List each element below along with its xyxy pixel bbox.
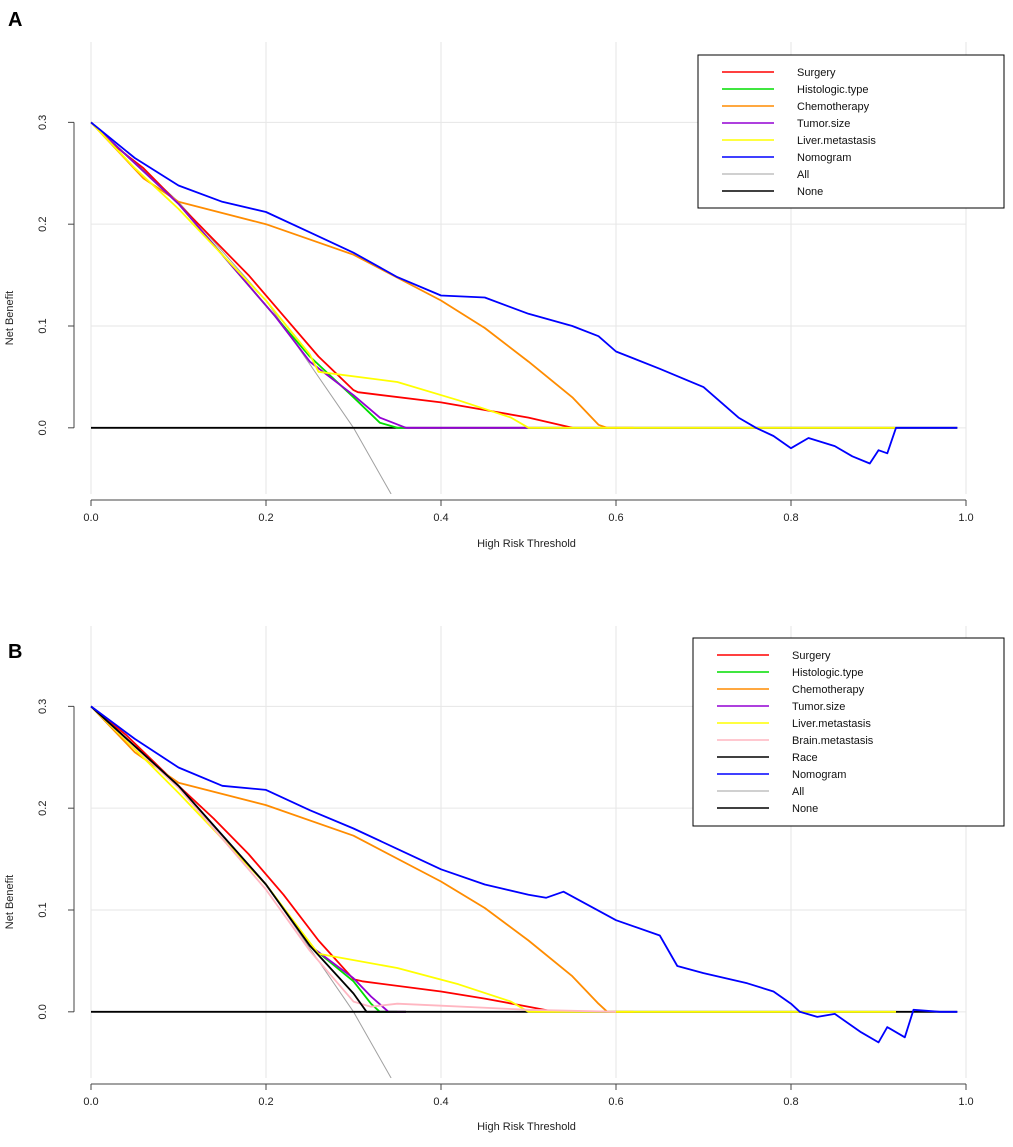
x-tick-label: 0.4 <box>433 1096 448 1108</box>
legend-label: All <box>797 169 809 181</box>
y-tick-label: 0.0 <box>37 1004 49 1019</box>
series-line-chemotherapy <box>90 705 634 1013</box>
series-line-liver-metastasis <box>90 121 896 429</box>
panel-label: B <box>8 641 22 663</box>
chart-panel-b: B 0.0 0.2 0.4 0.6 0.8 1.0 0.0 0.1 0.2 0.3 High Risk… <box>4 626 1005 1133</box>
y-tick-label: 0.1 <box>37 318 49 333</box>
legend-label: Histologic.type <box>797 84 869 96</box>
legend-label: Nomogram <box>792 769 846 781</box>
y-tick-label: 0.1 <box>37 902 49 917</box>
legend-label: Surgery <box>797 67 836 79</box>
x-tick-label: 0.6 <box>608 512 623 524</box>
series-lines <box>90 705 958 1078</box>
legend: Surgery Histologic.type Chemotherapy Tumor.… <box>692 637 1005 827</box>
y-tick-label: 0.0 <box>37 420 49 435</box>
legend-label: Liver.metastasis <box>797 135 876 147</box>
legend-label: All <box>792 786 804 798</box>
series-lines <box>90 121 958 494</box>
legend-label: Histologic.type <box>792 667 864 679</box>
series-line-race <box>90 705 406 1013</box>
x-tick-label: 0.8 <box>783 1096 798 1108</box>
legend-label: None <box>797 186 823 198</box>
legend-label: Chemotherapy <box>797 101 870 113</box>
series-line-tumor-size <box>90 121 529 429</box>
panel-label: A <box>8 9 22 31</box>
x-tick-label: 0.2 <box>258 512 273 524</box>
chart-panel-a: A 0.0 0.2 0.4 0.6 0.8 1.0 0.0 0.1 0.2 0.3 High Risk… <box>4 9 1005 550</box>
x-tick-label: 0.6 <box>608 1096 623 1108</box>
series-line-nomogram <box>90 121 958 465</box>
series-line-brain-metastasis <box>90 705 617 1013</box>
y-axis-title: Net Benefit <box>4 291 16 345</box>
legend-label: Surgery <box>792 650 831 662</box>
y-tick-label: 0.2 <box>37 801 49 816</box>
x-tick-label: 1.0 <box>958 1096 973 1108</box>
legend-box <box>692 637 1005 827</box>
y-axis-title: Net Benefit <box>4 875 16 929</box>
legend-label: Nomogram <box>797 152 851 164</box>
series-line-chemotherapy <box>90 121 634 429</box>
x-axis-title: High Risk Threshold <box>477 538 576 550</box>
legend-label: None <box>792 803 818 815</box>
x-tick-label: 0.8 <box>783 512 798 524</box>
legend-label: Race <box>792 752 818 764</box>
series-line-nomogram <box>90 705 958 1044</box>
series-line-surgery <box>90 121 573 429</box>
legend: Surgery Histologic.type Chemotherapy Tumor.… <box>697 54 1005 209</box>
x-tick-label: 0.0 <box>83 1096 98 1108</box>
x-tick-label: 1.0 <box>958 512 973 524</box>
x-tick-label: 0.2 <box>258 1096 273 1108</box>
x-tick-label: 0.0 <box>83 512 98 524</box>
series-line-all <box>90 706 392 1078</box>
x-axis-title: High Risk Threshold <box>477 1121 576 1133</box>
legend-label: Brain.metastasis <box>792 735 874 747</box>
series-line-all <box>90 122 392 494</box>
legend-label: Tumor.size <box>792 701 845 713</box>
legend-box <box>697 54 1005 209</box>
legend-label: Chemotherapy <box>792 684 865 696</box>
legend-label: Tumor.size <box>797 118 850 130</box>
y-tick-label: 0.2 <box>37 217 49 232</box>
x-tick-label: 0.4 <box>433 512 448 524</box>
y-tick-label: 0.3 <box>37 699 49 714</box>
series-line-liver-metastasis <box>90 705 896 1013</box>
y-tick-label: 0.3 <box>37 115 49 130</box>
legend-label: Liver.metastasis <box>792 718 871 730</box>
